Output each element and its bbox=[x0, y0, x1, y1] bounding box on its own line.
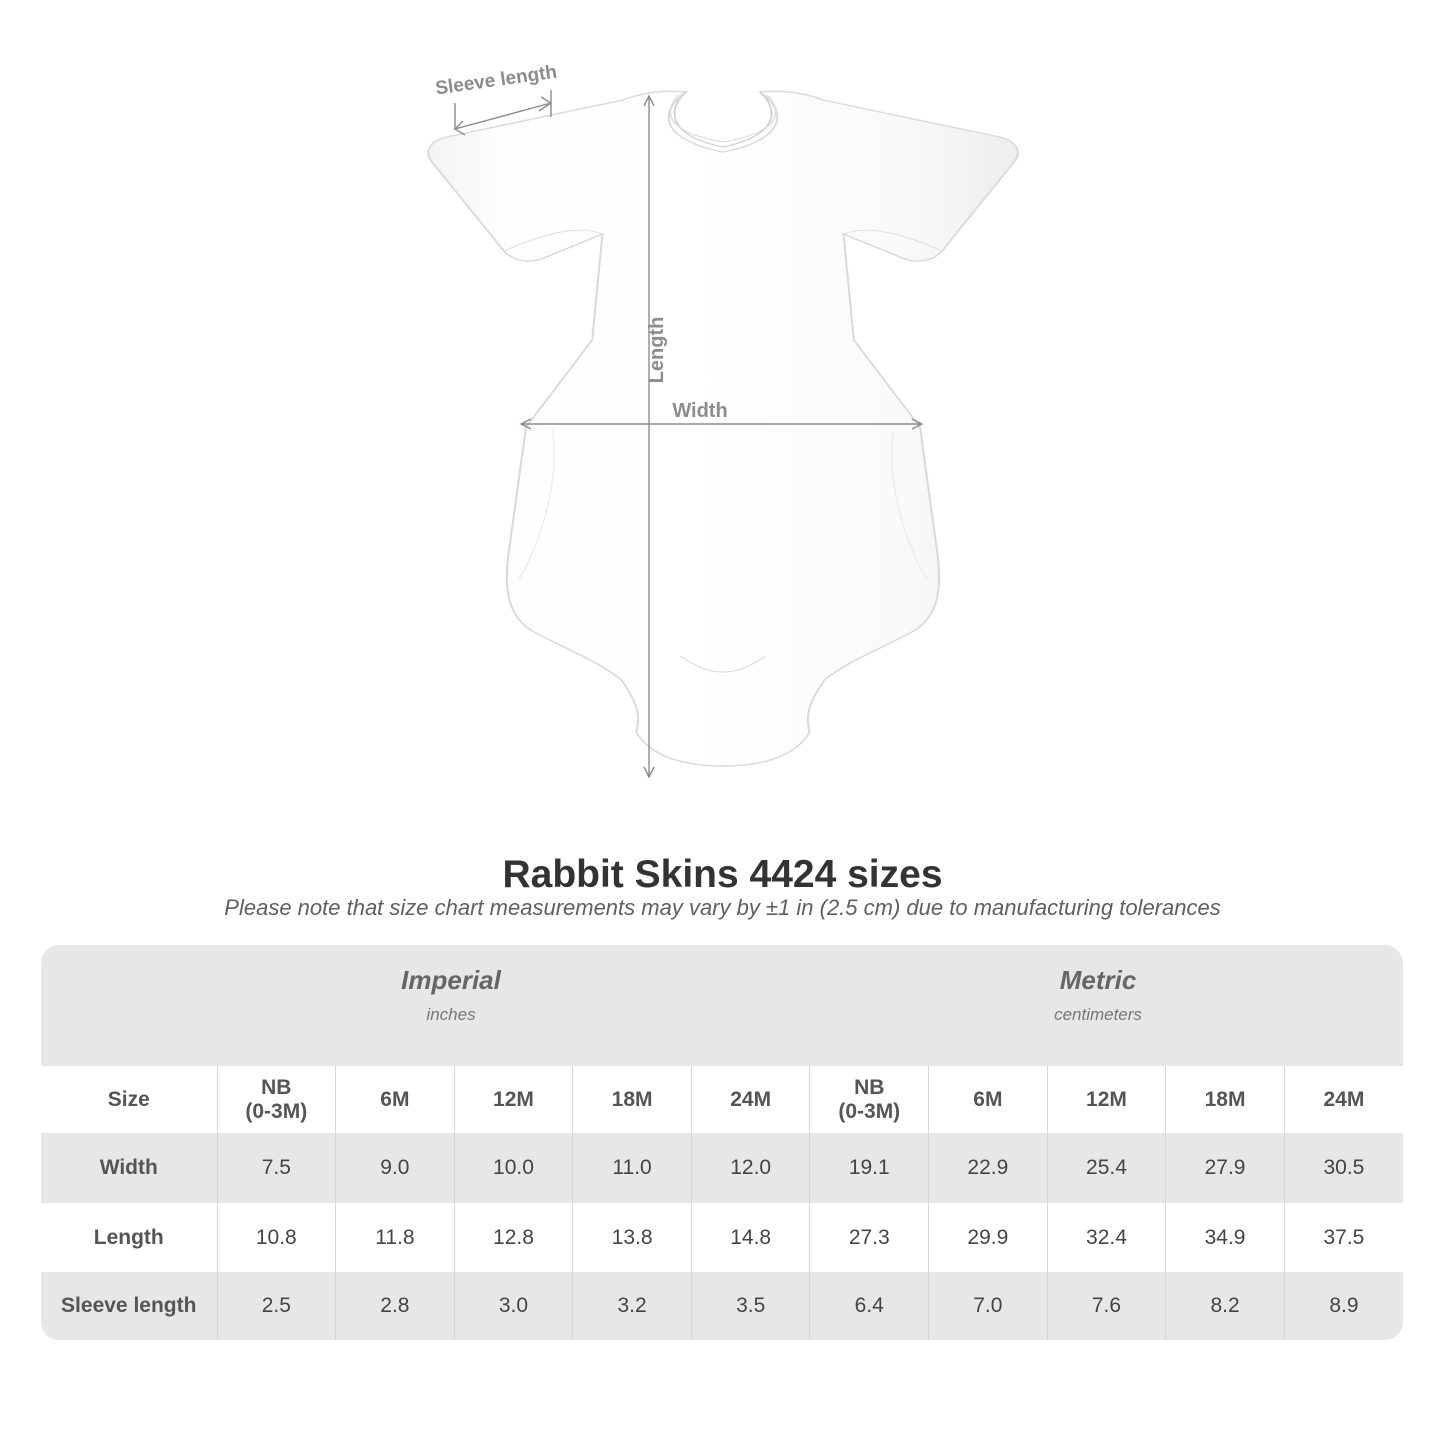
svg-text:Sleeve length: Sleeve length bbox=[434, 62, 558, 100]
svg-text:Width: Width bbox=[672, 400, 727, 422]
svg-text:Length: Length bbox=[646, 317, 668, 384]
